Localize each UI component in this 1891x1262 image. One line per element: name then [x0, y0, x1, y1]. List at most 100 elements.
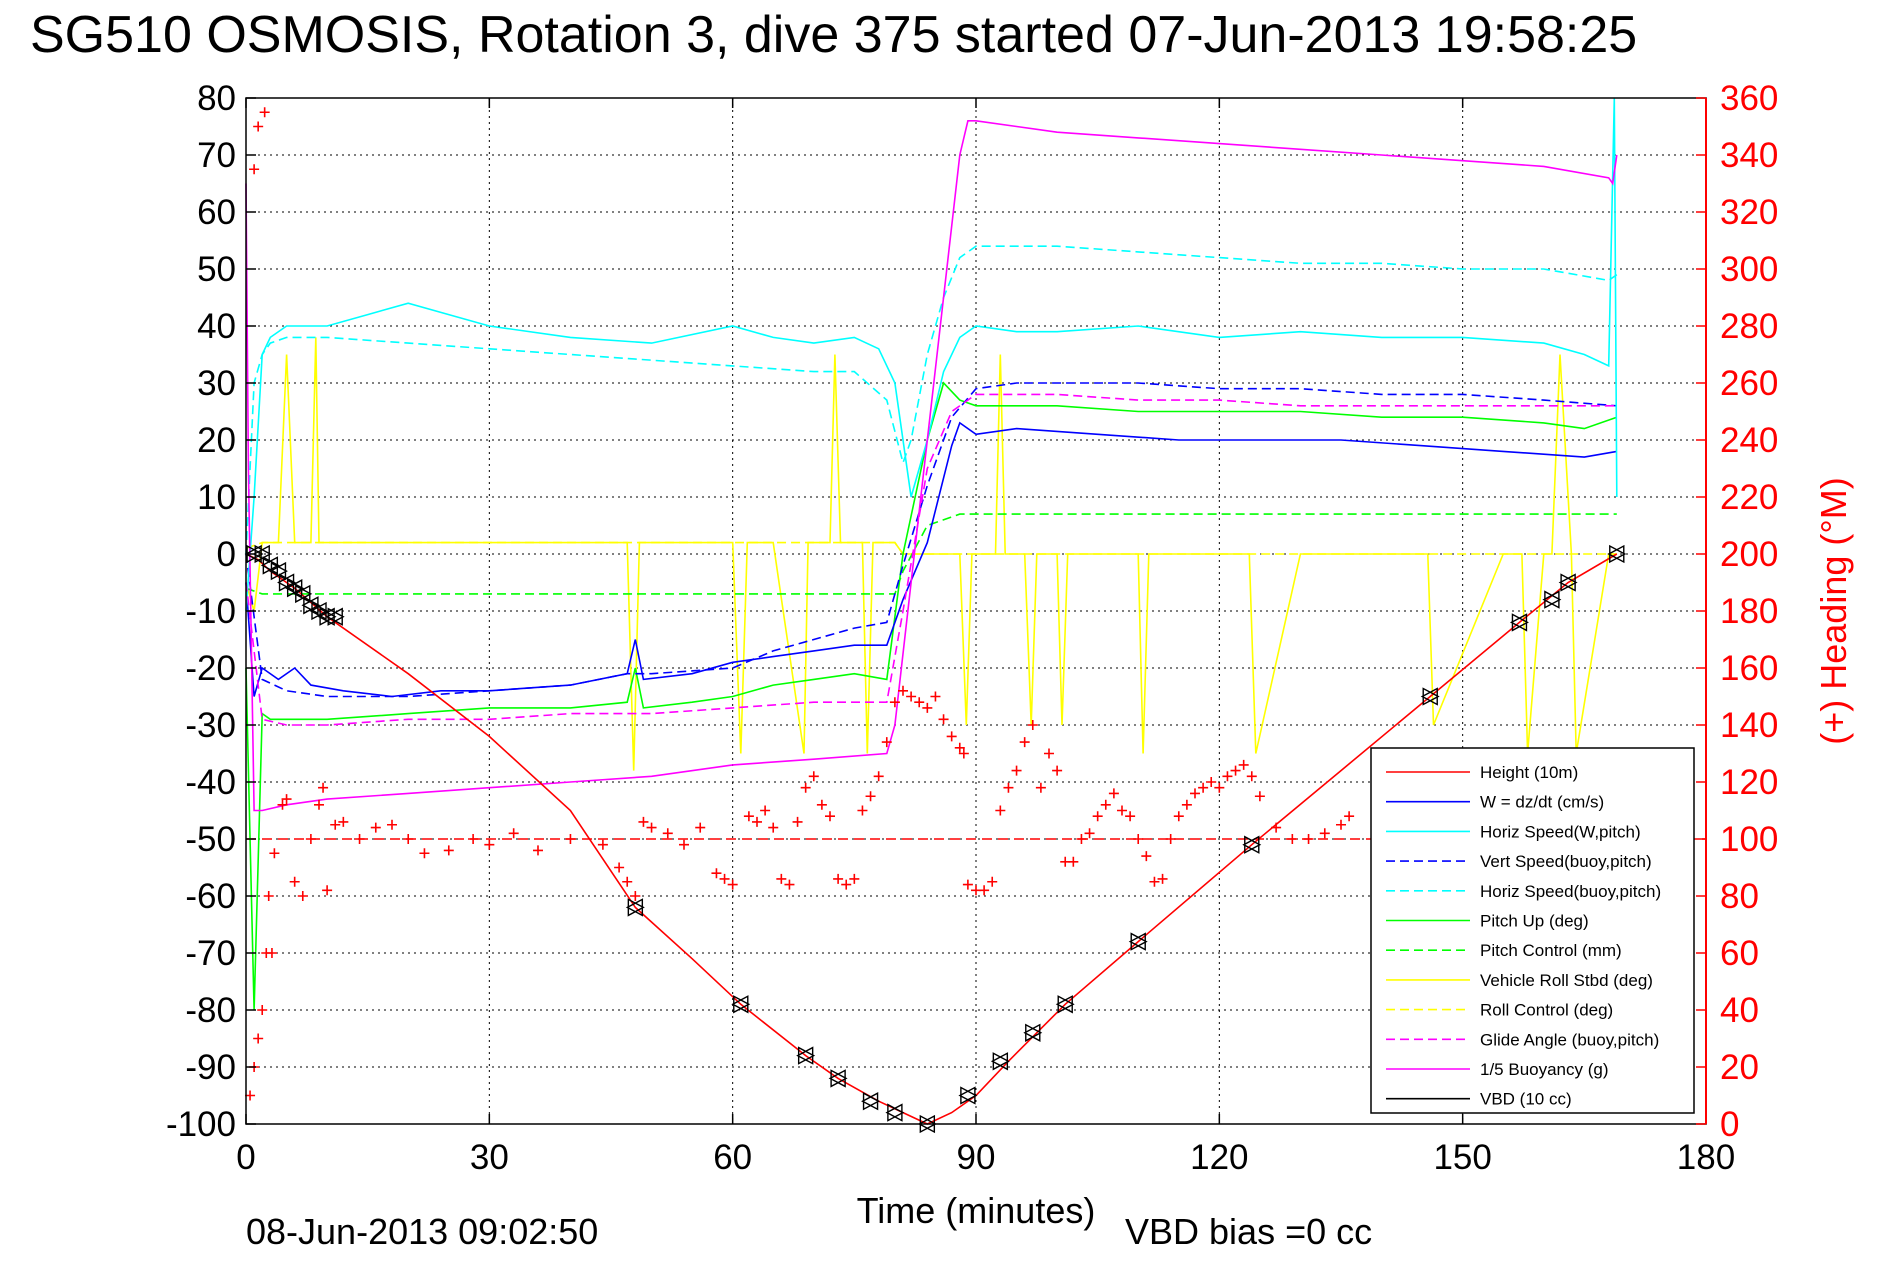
heading-marker [873, 771, 884, 782]
depth-triangle-marker [1509, 613, 1528, 632]
heading-marker [565, 834, 576, 844]
depth-triangle-marker [1420, 687, 1438, 706]
heading-marker [354, 834, 365, 844]
heading-marker [711, 868, 722, 879]
x-tick-label: 0 [236, 1138, 255, 1177]
footer-timestamp: 08-Jun-2013 09:02:50 [246, 1211, 598, 1252]
y2-tick-label: 300 [1720, 250, 1778, 289]
y2-tick-label: 140 [1720, 706, 1778, 745]
heading-marker [305, 834, 316, 844]
y2-tick-label: 120 [1720, 763, 1778, 802]
depth-triangle-marker [1242, 835, 1260, 854]
x-tick-group: 0 30 60 90 120 150 180 [236, 98, 1735, 1177]
heading-marker [1271, 822, 1282, 833]
heading-marker [1198, 782, 1209, 793]
x-tick-label: 120 [1190, 1138, 1248, 1177]
x-tick-label: 150 [1433, 1138, 1491, 1177]
heading-marker [752, 816, 762, 827]
heading-marker [1044, 748, 1054, 759]
heading-marker [1035, 782, 1046, 793]
heading-marker [922, 702, 933, 713]
y2-tick-label: 260 [1720, 364, 1778, 403]
series-line-1-5-buoyancy-g [245, 120, 1618, 812]
heading-marker [1108, 788, 1119, 799]
heading-marker [938, 714, 949, 725]
legend-label: Pitch Control (mm) [1480, 941, 1622, 960]
heading-marker [849, 873, 860, 884]
heading-marker [1230, 765, 1241, 776]
heading-marker [1141, 851, 1152, 862]
heading-marker [269, 848, 280, 859]
legend-label: Horiz Speed(buoy,pitch) [1480, 882, 1661, 901]
series-line-pitch-control-mm [245, 513, 1617, 595]
y2-tick-label: 160 [1720, 649, 1778, 688]
heading-marker [484, 839, 495, 850]
heading-marker [865, 791, 876, 802]
y-tick-label: 60 [197, 193, 236, 232]
heading-marker [597, 839, 608, 850]
y2-tick-label: 280 [1720, 307, 1778, 346]
heading-marker [889, 697, 900, 708]
heading-marker [638, 816, 649, 827]
y2-tick-label: 220 [1720, 478, 1778, 517]
y2-tick-label: 60 [1720, 934, 1759, 973]
depth-triangle-marker [1607, 544, 1625, 564]
heading-marker [906, 691, 917, 702]
depth-triangle-marker [325, 607, 343, 626]
heading-marker [419, 848, 430, 859]
series-line-horiz-speed-w-pitch [245, 97, 1618, 612]
heading-marker [776, 873, 787, 884]
y-tick-label: -30 [185, 706, 236, 745]
heading-marker [784, 879, 795, 890]
legend-label: Horiz Speed(W,pitch) [1480, 822, 1641, 841]
heading-marker [443, 845, 454, 856]
heading-marker [800, 782, 811, 793]
heading-marker [719, 873, 730, 884]
heading-marker [995, 805, 1006, 816]
heading-marker [1092, 811, 1103, 822]
depth-triangle-marker [244, 544, 262, 564]
heading-marker [263, 891, 274, 901]
heading-marker [1190, 788, 1200, 799]
heading-marker [1117, 805, 1127, 816]
legend-label: 1/5 Buoyancy (g) [1480, 1060, 1609, 1079]
depth-triangle-marker [828, 1069, 846, 1088]
depth-triangle-marker [625, 898, 644, 917]
heading-marker [954, 742, 965, 753]
y-tick-label: -50 [185, 820, 236, 859]
depth-triangle-marker [990, 1052, 1009, 1071]
heading-marker [1011, 765, 1022, 776]
legend-label: Vehicle Roll Stbd (deg) [1480, 971, 1653, 990]
heading-marker [266, 948, 277, 958]
heading-marker [760, 805, 771, 816]
series-line-w-dz-dt-cm-s [245, 421, 1617, 698]
depth-triangle-marker [796, 1046, 814, 1065]
heading-marker [1068, 856, 1079, 867]
x-tick-label: 60 [713, 1138, 752, 1177]
heading-marker [338, 816, 349, 827]
heading-marker [1133, 834, 1144, 844]
depth-triangle-marker [260, 556, 279, 575]
y2-tick-label: 340 [1720, 136, 1778, 175]
triangle-marker-group [244, 544, 1627, 1134]
y2-tick-label: 320 [1720, 193, 1778, 232]
heading-marker [695, 822, 706, 833]
depth-triangle-marker [958, 1086, 976, 1105]
depth-triangle-marker [293, 584, 311, 604]
heading-marker [808, 771, 819, 782]
footer-vbd-bias: VBD bias =0 cc [1125, 1211, 1372, 1252]
heading-marker [930, 691, 941, 702]
chart-title: SG510 OSMOSIS, Rotation 3, dive 375 star… [30, 6, 1637, 64]
y-tick-label: -60 [185, 877, 236, 916]
heading-marker [1125, 811, 1136, 822]
heading-marker [987, 876, 998, 887]
heading-marker [1181, 799, 1192, 810]
heading-marker [289, 876, 300, 887]
y-tick-label: -10 [185, 592, 236, 631]
depth-triangle-marker [1128, 932, 1146, 951]
heading-marker [387, 819, 397, 830]
heading-marker [330, 819, 341, 830]
x-axis-label: Time (minutes) [857, 1190, 1096, 1231]
heading-marker [1344, 811, 1355, 822]
depth-triangle-marker [301, 596, 319, 615]
